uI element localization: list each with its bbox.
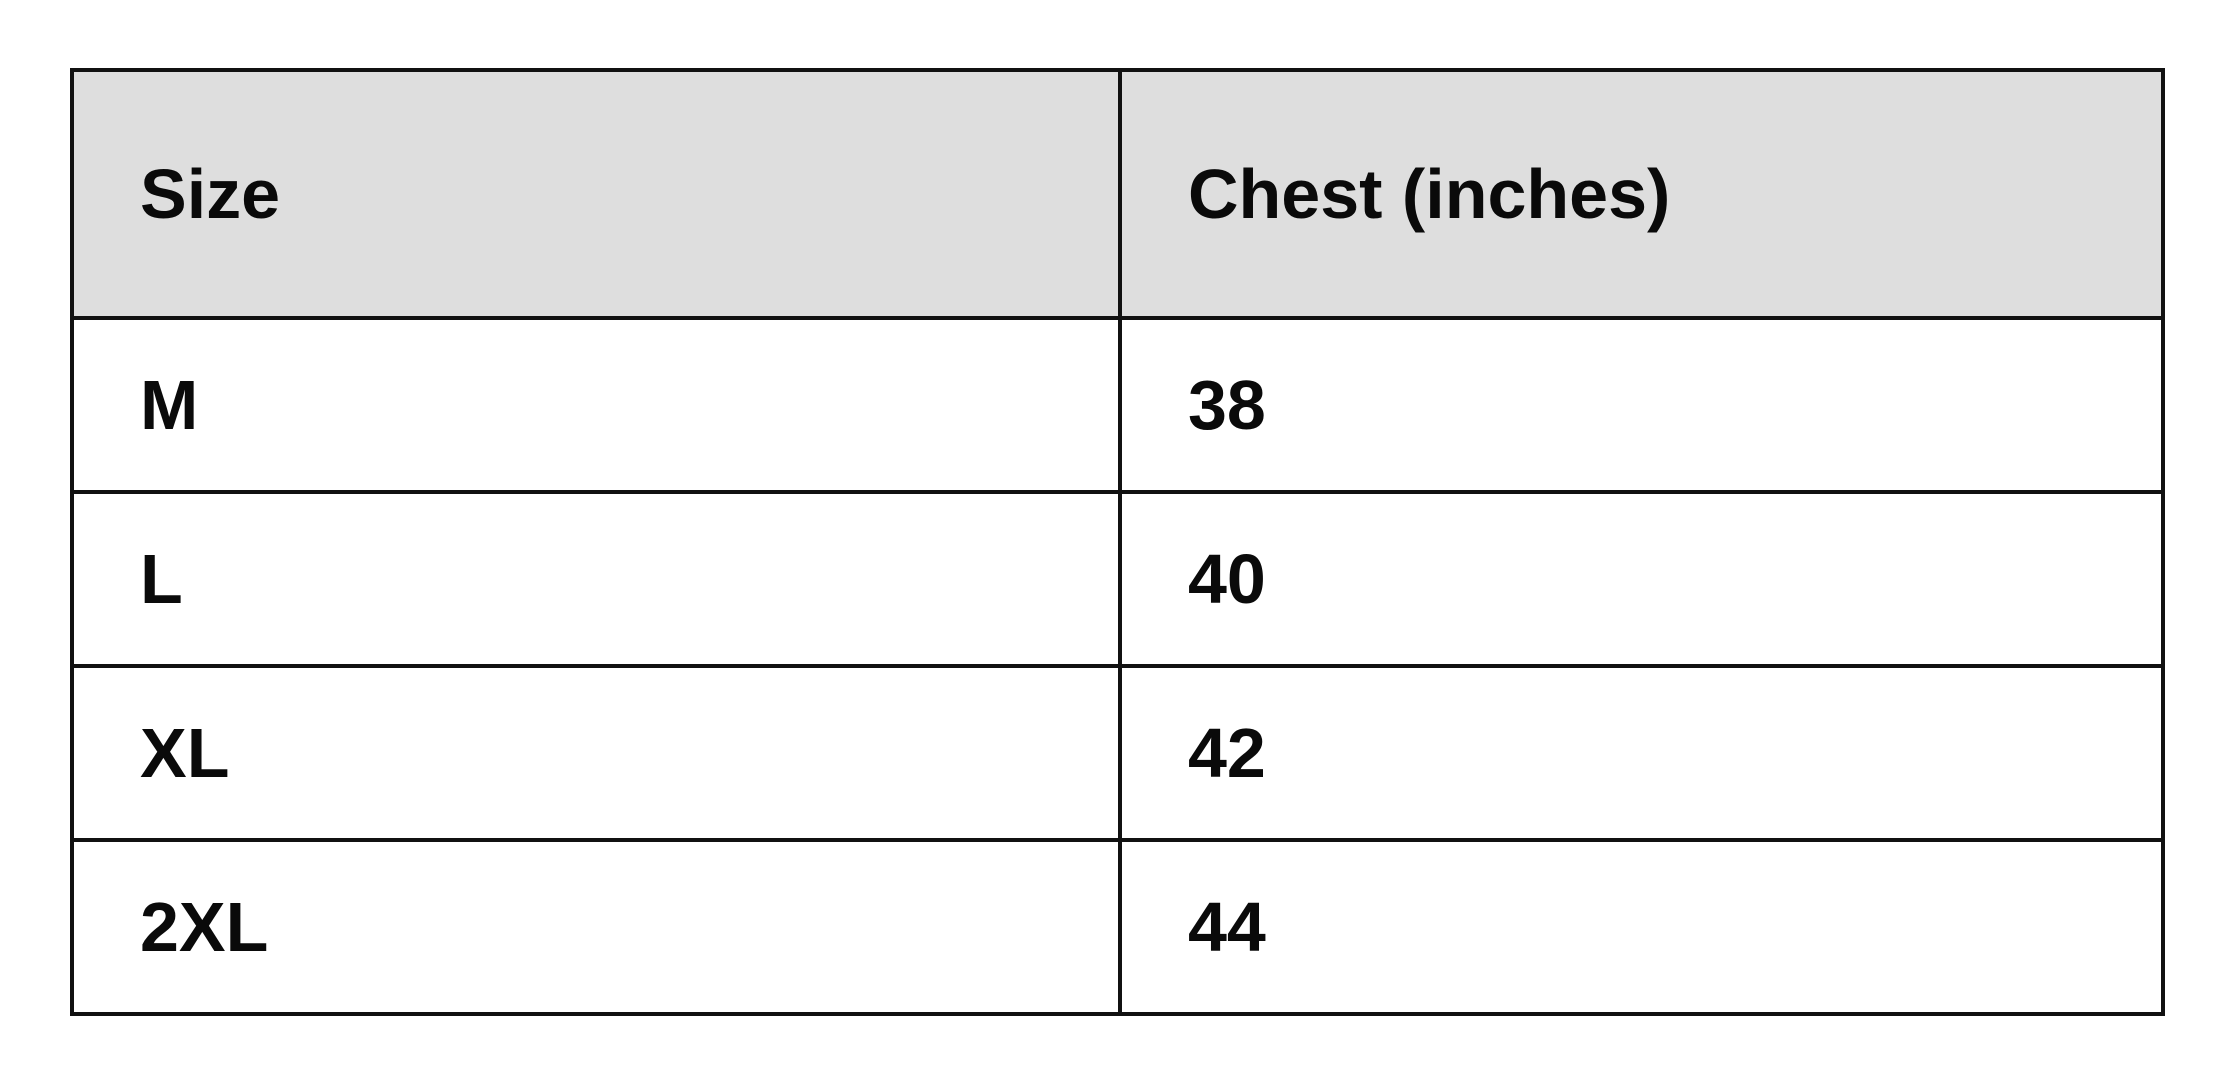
chest-cell: 44 bbox=[1118, 838, 2165, 1016]
header-size: Size bbox=[70, 68, 1122, 320]
size-cell: L bbox=[70, 490, 1122, 668]
table-row: 2XL 44 bbox=[70, 838, 2165, 1016]
chest-cell: 38 bbox=[1118, 316, 2165, 494]
size-cell: 2XL bbox=[70, 838, 1122, 1016]
chest-cell: 42 bbox=[1118, 664, 2165, 842]
size-cell: XL bbox=[70, 664, 1122, 842]
size-chart-table: Size Chest (inches) M 38 L 40 XL 42 2XL … bbox=[70, 68, 2165, 1016]
table-row: L 40 bbox=[70, 490, 2165, 668]
header-row: Size Chest (inches) bbox=[70, 68, 2165, 320]
chest-cell: 40 bbox=[1118, 490, 2165, 668]
size-cell: M bbox=[70, 316, 1122, 494]
table-row: M 38 bbox=[70, 316, 2165, 494]
table-row: XL 42 bbox=[70, 664, 2165, 842]
header-chest: Chest (inches) bbox=[1118, 68, 2165, 320]
